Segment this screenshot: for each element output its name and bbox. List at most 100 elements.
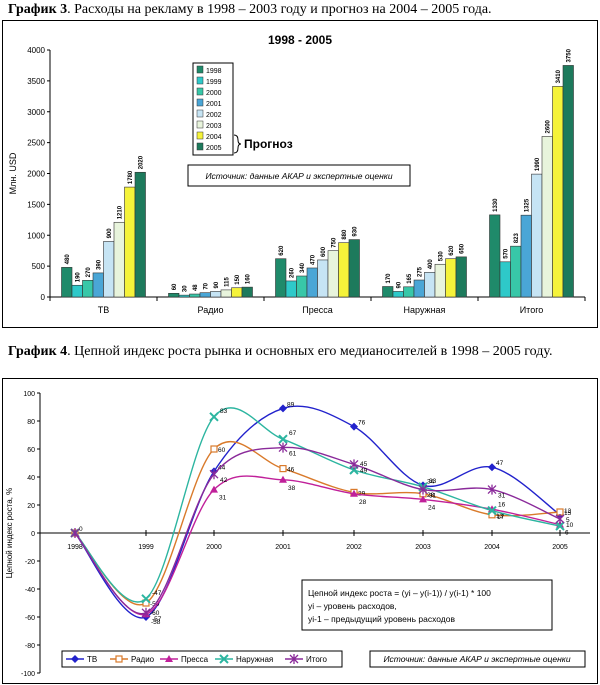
formula-box [301, 579, 553, 631]
bar-data-label: 3410 [556, 69, 562, 83]
line-x-tick-label: 2000 [206, 544, 222, 551]
bar-y-tick-label: 4000 [27, 46, 45, 55]
line-marker-star [70, 528, 80, 538]
line-point-label: 17 [497, 514, 505, 521]
bar-category-label: Наружная [404, 305, 446, 315]
line-point-label: 16 [498, 502, 506, 509]
line-marker-square [210, 445, 218, 453]
line-point-label: 31 [429, 493, 437, 500]
bar-data-label: 115 [224, 277, 230, 287]
line-y-tick-label: 20 [27, 503, 35, 510]
bar-data-label: 400 [428, 259, 434, 270]
line-x-tick-label: 2004 [484, 544, 500, 551]
chart3-caption-label: График 3 [8, 2, 68, 17]
line-y-tick-label: 60 [27, 447, 35, 454]
bar [296, 275, 308, 298]
bar [231, 287, 243, 298]
bar [348, 239, 360, 298]
bar [71, 284, 83, 298]
forecast-label: Прогноз [244, 137, 293, 151]
line-legend-label: ТВ [87, 655, 97, 664]
line-point-label: 83 [220, 408, 228, 415]
line-point-label: 46 [287, 467, 295, 474]
line-chart-frame [2, 378, 598, 684]
bar-data-label: 70 [203, 282, 209, 289]
bar [510, 245, 522, 298]
line-point-label: 89 [287, 401, 295, 408]
bar [327, 250, 339, 298]
line-source-box [369, 650, 586, 668]
bar-data-label: 1990 [535, 157, 541, 171]
bar-source-box [187, 164, 411, 187]
line-y-tick-label: -20 [25, 559, 35, 566]
bar-data-label: 480 [65, 254, 71, 265]
line-point-label: -47 [152, 590, 162, 597]
bar-y-axis-title: Млн. USD [8, 152, 18, 194]
line-point-label: 28 [359, 499, 367, 506]
bar-legend-label: 1998 [206, 68, 222, 75]
bar-legend-swatch [196, 142, 204, 151]
bar-y-tick-label: 1000 [27, 231, 45, 240]
chart4-caption-text: . Цепной индекс роста рынка и основных е… [67, 344, 553, 359]
line-point-label: 33 [429, 478, 437, 485]
bar [489, 214, 501, 298]
line-point-label: 13 [564, 508, 572, 515]
bar [455, 256, 467, 298]
bar-data-label: 390 [96, 259, 102, 270]
bar [82, 280, 94, 298]
line-marker-x [555, 521, 565, 531]
bar-y-tick-label: 1500 [27, 200, 45, 209]
bar-data-label: 260 [289, 267, 295, 278]
line-point-label: -60 [150, 610, 160, 617]
bar [424, 271, 436, 298]
bar [499, 261, 511, 298]
chart4-caption: График 4. Цепной индекс роста рынка и ос… [8, 344, 588, 360]
line-y-tick-label: -100 [21, 671, 35, 678]
bar-data-label: 620 [279, 245, 285, 256]
bar [199, 292, 211, 298]
line-y-tick-label: -40 [25, 587, 35, 594]
bar-data-label: 90 [214, 281, 220, 288]
line-marker-triangle [279, 475, 287, 483]
bar-legend-label: 2004 [206, 134, 222, 141]
bar-data-label: 750 [331, 237, 337, 248]
line-x-tick-label: 2003 [415, 544, 431, 551]
bar [317, 259, 329, 298]
bar [275, 258, 287, 298]
bar-data-label: 340 [300, 262, 306, 273]
formula-line-3: yi-1 – предыдущий уровень расходов [308, 614, 455, 624]
bar-data-label: 270 [86, 267, 92, 278]
line-point-label: 6 [565, 530, 569, 537]
bar-data-label: 1780 [128, 170, 134, 184]
line-point-label: -58 [151, 619, 161, 626]
bar [552, 86, 564, 298]
bar [241, 286, 253, 298]
line-marker-star [278, 442, 288, 453]
line-y-tick-label: 0 [31, 531, 35, 538]
line-point-label: 76 [358, 420, 366, 427]
line-legend-label: Пресса [181, 655, 209, 664]
line-marker-triangle [419, 495, 427, 503]
bar-y-tick-label: 0 [41, 293, 46, 302]
line-y-tick-label: 100 [23, 391, 35, 398]
bar [403, 286, 415, 298]
formula-line-1: Цепной индекс роста = (yi – y(i-1)) / y(… [308, 588, 491, 598]
line-point-label: 60 [218, 447, 226, 454]
bar-y-tick-label: 2500 [27, 139, 45, 148]
bar-data-label: 3750 [566, 48, 572, 62]
bar-data-label: 880 [342, 229, 348, 240]
line-marker-x [487, 505, 497, 516]
line-y-axis-title: Цепной индекс роста, % [5, 488, 14, 579]
line-marker-square [279, 465, 287, 473]
bar-data-label: 620 [449, 245, 455, 256]
bar [531, 173, 543, 298]
line-x-tick-label: 1999 [138, 544, 154, 551]
line-point-label: 15 [564, 510, 572, 517]
bar-legend-label: 1999 [206, 79, 222, 86]
bar [189, 293, 201, 298]
line-marker-star [418, 484, 428, 495]
bar-data-label: 1210 [117, 205, 123, 219]
line-y-tick-label: 40 [27, 475, 35, 482]
line-marker-diamond [279, 404, 287, 413]
